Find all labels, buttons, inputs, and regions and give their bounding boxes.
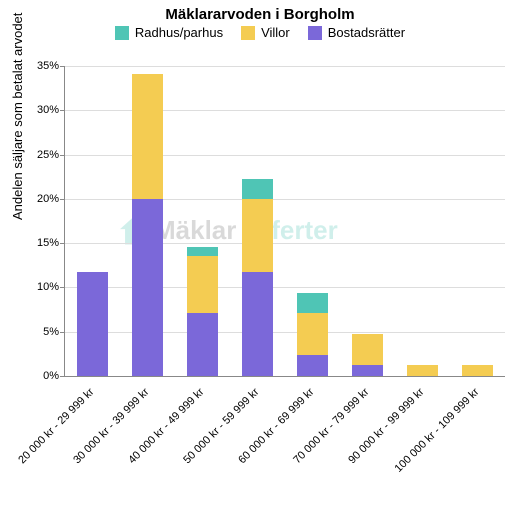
bar-segment-villor [352,334,382,365]
bar-segment-villor [407,365,437,376]
x-axis-labels: 20 000 kr - 29 999 kr30 000 kr - 39 999 … [64,380,504,510]
plot-area: 0%5%10%15%20%25%30%35% [64,66,505,377]
bar-segment-bostad [297,355,327,376]
legend-label: Radhus/parhus [135,25,223,40]
bar-segment-villor [187,256,217,314]
bar-segment-radhus [187,247,217,256]
legend-label: Bostadsrätter [328,25,405,40]
bar-segment-bostad [132,199,162,376]
bar-segment-radhus [242,179,272,199]
legend-swatch [241,26,255,40]
y-axis-label: Andelen säljare som betalat arvodet [10,13,25,220]
legend-item-villor: Villor [241,25,290,40]
chart-title: Mäklararvoden i Borgholm [0,0,520,23]
bar-segment-villor [297,313,327,355]
bar-segment-villor [462,365,492,376]
legend-label: Villor [261,25,290,40]
legend-swatch [308,26,322,40]
legend: Radhus/parhus Villor Bostadsrätter [0,25,520,40]
legend-item-radhus: Radhus/parhus [115,25,223,40]
chart-container: Mäklararvoden i Borgholm Radhus/parhus V… [0,0,520,520]
y-tick-mark [60,376,65,377]
bars-layer [65,66,505,376]
bar-segment-radhus [297,293,327,313]
bar-segment-bostad [187,313,217,376]
legend-item-bostad: Bostadsrätter [308,25,405,40]
bar-segment-bostad [352,365,382,376]
bar-segment-bostad [77,272,107,377]
bar-segment-villor [242,199,272,272]
legend-swatch [115,26,129,40]
bar-segment-bostad [242,272,272,377]
bar-segment-villor [132,74,162,199]
